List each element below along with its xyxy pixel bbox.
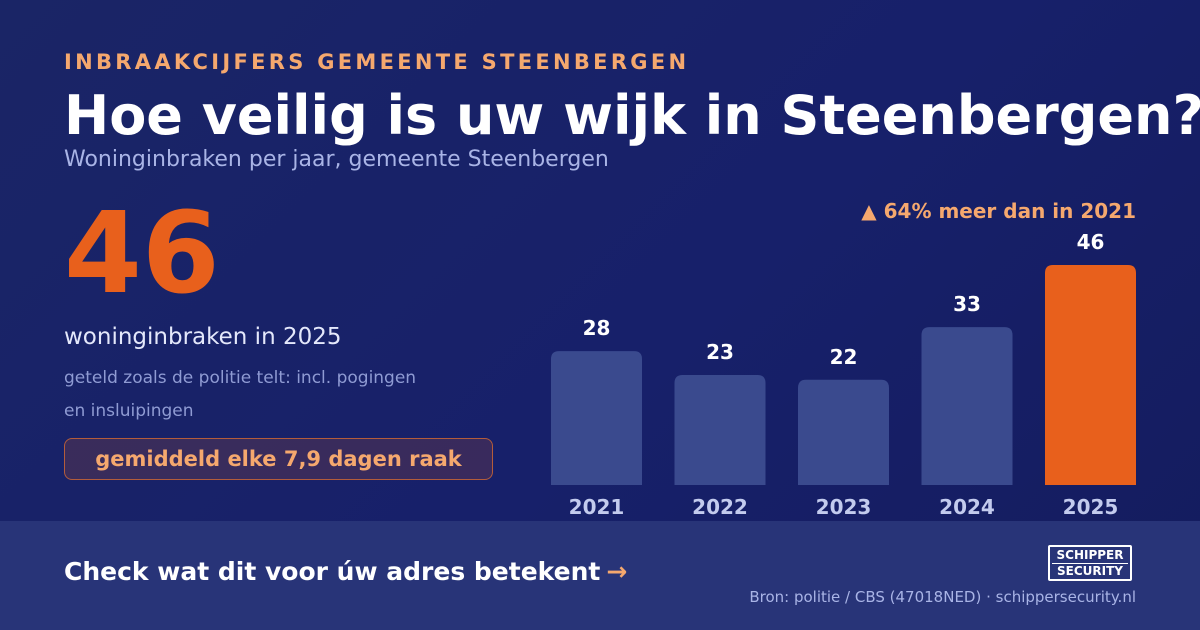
x-tick-label-2021: 2021: [569, 495, 625, 519]
bar-2021: [551, 351, 642, 485]
data-label-2022: 23: [706, 340, 734, 364]
logo-line-2: SECURITY: [1052, 562, 1128, 579]
highlight-number: 46: [64, 189, 220, 319]
eyebrow-label: INBRAAKCIJFERS GEMEENTE STEENBERGEN: [64, 50, 690, 74]
x-tick-label-2024: 2024: [939, 495, 995, 519]
page-title: Hoe veilig is uw wijk in Steenbergen?: [64, 84, 1200, 147]
frequency-badge: gemiddeld elke 7,9 dagen raak: [64, 438, 493, 480]
bar-chart: 28 2021 23 2022 22 2023 33 2024 46 2025: [551, 230, 1136, 519]
data-label-2024: 33: [953, 292, 981, 316]
page-subtitle: Woninginbraken per jaar, gemeente Steenb…: [64, 147, 609, 172]
bar-2025: [1045, 265, 1136, 485]
frequency-text: gemiddeld elke 7,9 dagen raak: [95, 447, 462, 471]
data-label-2023: 22: [830, 345, 858, 369]
data-label-2021: 28: [583, 316, 611, 340]
bar-2022: [674, 375, 766, 485]
source-credit: Bron: politie / CBS (47018NED) · schippe…: [749, 588, 1136, 606]
logo-line-1: SCHIPPER: [1056, 547, 1124, 562]
cta-link[interactable]: Check wat dit voor úw adres betekent →: [64, 557, 627, 586]
x-tick-label-2022: 2022: [692, 495, 748, 519]
cta-text: Check wat dit voor úw adres betekent: [64, 557, 601, 586]
highlight-note: geteld zoals de politie telt: incl. pogi…: [64, 368, 417, 421]
arrow-right-icon: →: [606, 557, 628, 586]
bar-2023: [798, 379, 889, 485]
x-tick-label-2023: 2023: [816, 495, 872, 519]
data-label-2025: 46: [1077, 230, 1105, 254]
bar-2024: [921, 327, 1013, 485]
highlight-label: woninginbraken in 2025: [64, 324, 342, 350]
footer-bar: [0, 521, 1200, 630]
change-note: ▲ 64% meer dan in 2021: [861, 199, 1136, 223]
x-tick-label-2025: 2025: [1063, 495, 1119, 519]
brand-logo: SCHIPPER SECURITY: [1048, 545, 1132, 581]
